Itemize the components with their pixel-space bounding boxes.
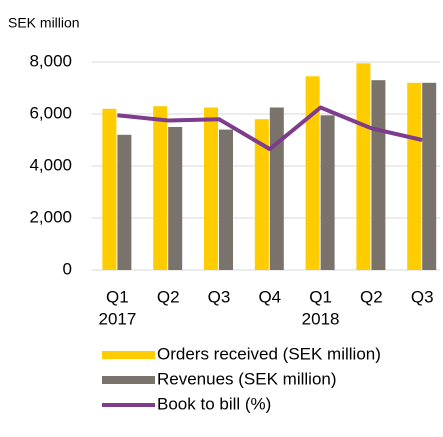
legend-label: Orders received (SEK million)	[157, 344, 381, 363]
bar	[219, 129, 233, 270]
bar	[117, 134, 132, 270]
chart-title: SEK million	[8, 15, 80, 31]
x-tick-label: Q4	[258, 287, 281, 306]
legend-swatch	[102, 376, 155, 384]
legend-swatch	[102, 351, 155, 359]
x-tick-label: Q3	[208, 287, 231, 306]
x-tick-label: Q1	[106, 287, 129, 306]
x-group-label: 2017	[98, 309, 136, 328]
y-tick-label: 0	[63, 259, 72, 278]
x-tick-label: Q2	[157, 287, 180, 306]
y-tick-label: 4,000	[29, 155, 72, 174]
bar	[168, 127, 183, 270]
bar	[407, 82, 422, 270]
bar	[305, 76, 320, 270]
bar	[356, 63, 371, 270]
x-tick-label: Q1	[309, 287, 332, 306]
bar	[102, 108, 117, 270]
y-tick-label: 2,000	[29, 207, 72, 226]
bar	[254, 119, 269, 270]
y-tick-label: 6,000	[29, 103, 72, 122]
x-group-label: 2018	[302, 309, 340, 328]
bar	[320, 115, 335, 270]
bar	[422, 82, 437, 270]
y-tick-label: 8,000	[29, 51, 72, 70]
x-tick-label: Q2	[360, 287, 383, 306]
bar	[269, 107, 284, 270]
x-tick-label: Q3	[411, 287, 434, 306]
legend-label: Revenues (SEK million)	[157, 369, 337, 388]
line	[117, 105, 423, 152]
legend-label: Book to bill (%)	[157, 394, 271, 413]
bar	[371, 80, 386, 270]
bar	[204, 107, 218, 270]
bar	[153, 106, 168, 270]
